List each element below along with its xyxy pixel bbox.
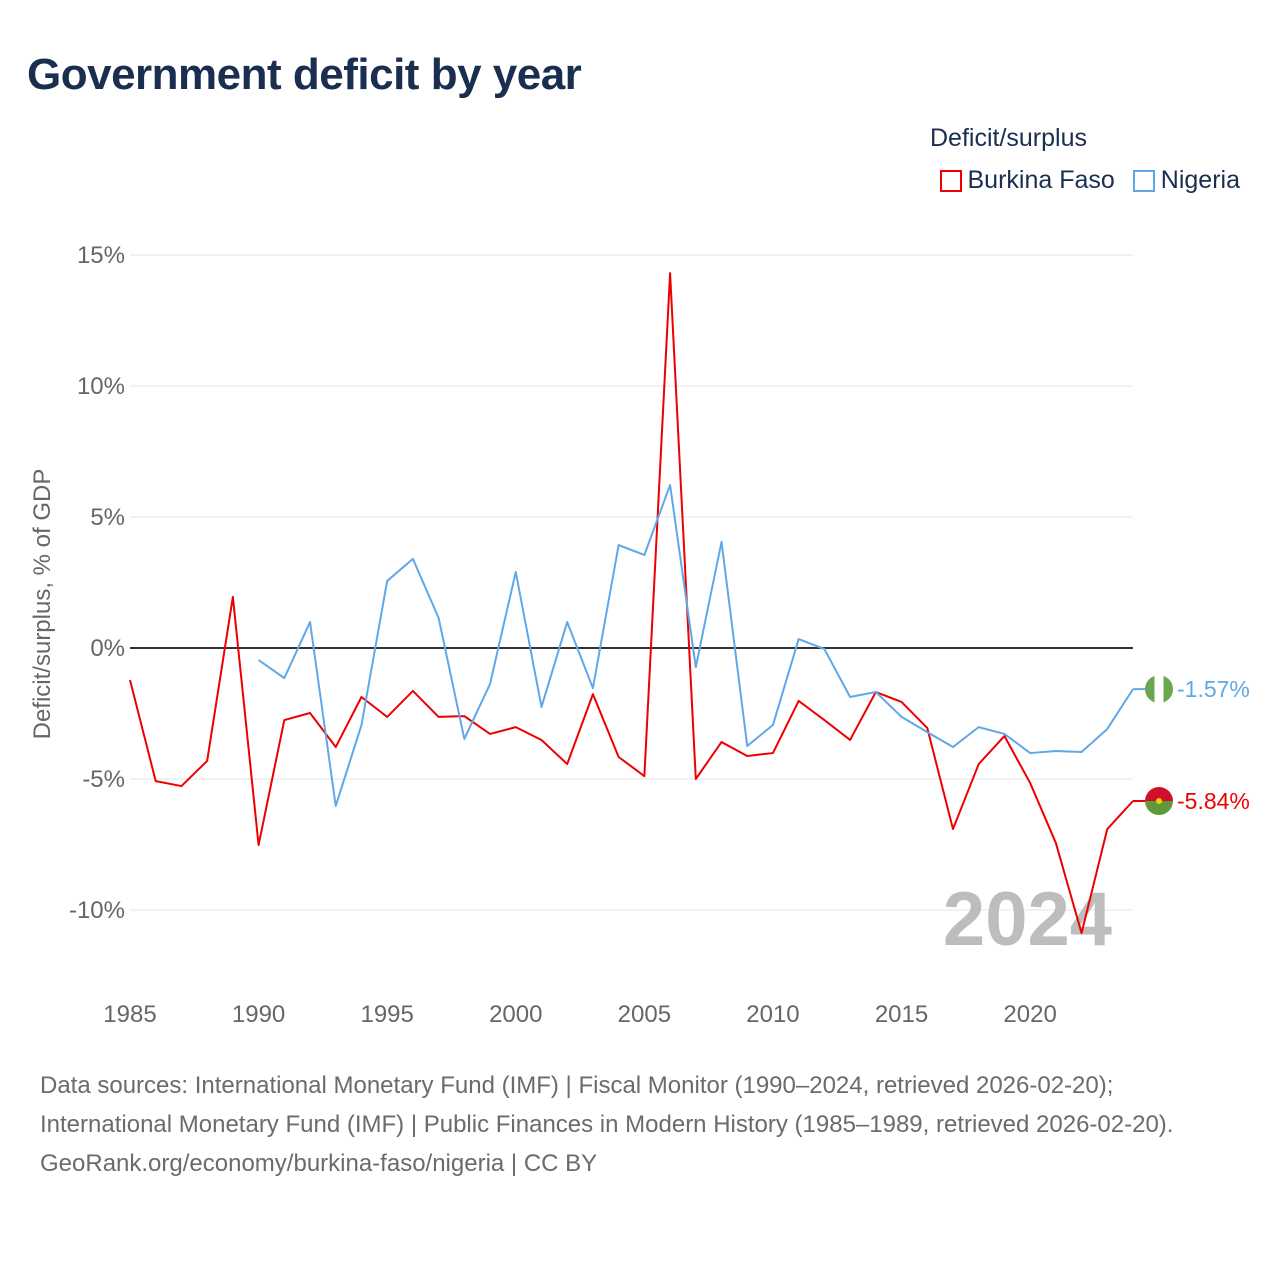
legend-item-nigeria[interactable]: Nigeria: [1132, 166, 1240, 195]
y-tick-label: 5%: [90, 504, 125, 531]
y-tick-label: 0%: [90, 635, 125, 662]
legend-title: Deficit/surplus: [930, 124, 1087, 152]
y-tick-label: 10%: [77, 373, 125, 400]
legend-swatch: [939, 169, 962, 192]
end-value-label: -1.57%: [1177, 676, 1250, 702]
legend: Burkina Faso Nigeria: [939, 166, 1240, 195]
data-sources: Data sources: International Monetary Fun…: [40, 1072, 1174, 1138]
end-value-label: -5.84%: [1177, 788, 1250, 814]
legend-item-burkina-faso[interactable]: Burkina Faso: [939, 166, 1115, 195]
x-tick-label: 1990: [232, 1001, 285, 1028]
legend-label: Burkina Faso: [967, 166, 1115, 194]
footer: Data sources: International Monetary Fun…: [40, 1066, 1240, 1183]
x-tick-label: 2000: [489, 1001, 542, 1028]
x-tick-label: 2015: [875, 1001, 928, 1028]
year-watermark: 2024: [943, 877, 1112, 962]
legend-swatch: [1132, 169, 1155, 192]
series-line-burkina-faso: [129, 272, 1134, 935]
legend-label: Nigeria: [1160, 166, 1240, 194]
x-tick-label: 2005: [618, 1001, 671, 1028]
y-tick-label: 15%: [77, 242, 125, 269]
x-tick-label: 2010: [746, 1001, 799, 1028]
credit: GeoRank.org/economy/burkina-faso/nigeria…: [40, 1150, 598, 1177]
x-tick-label: 1985: [103, 1001, 156, 1028]
series-line-nigeria: [258, 484, 1134, 807]
y-tick-label: -10%: [69, 897, 125, 924]
page-title: Government deficit by year: [27, 50, 582, 99]
nigeria-flag-icon: [1145, 675, 1173, 704]
y-axis-label: Deficit/surplus, % of GDP: [29, 469, 56, 740]
burkina-faso-flag-icon: [1145, 787, 1173, 816]
x-tick-label: 2020: [1003, 1001, 1056, 1028]
y-tick-label: -5%: [82, 766, 125, 793]
x-tick-label: 1995: [360, 1001, 413, 1028]
